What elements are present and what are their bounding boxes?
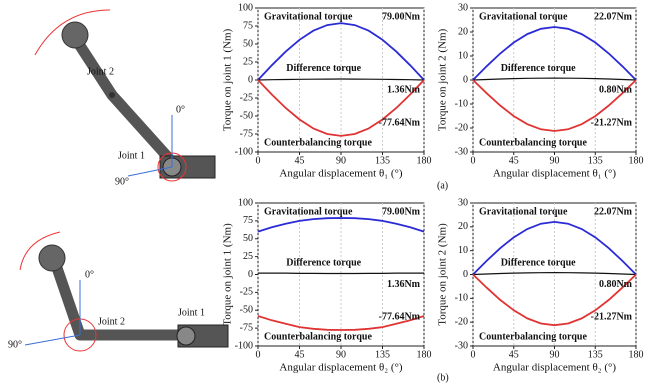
y-tick-label: -20 [455, 122, 468, 133]
y-axis-label: Torque on joint 1 (Nm) [222, 223, 234, 326]
annotation: -77.64Nm [379, 312, 421, 323]
x-tick-label: 45 [509, 349, 519, 360]
y-tick-label: 75 [243, 20, 253, 31]
annotation: 79.00Nm [382, 206, 421, 217]
y-tick-label: -75 [240, 322, 253, 333]
series-label: Difference torque [286, 63, 361, 74]
annotation: 1.36Nm [387, 279, 421, 290]
x-tick-label: 180 [629, 155, 644, 166]
y-tick-label: 0 [248, 74, 253, 85]
annotation: 22.07Nm [594, 11, 633, 22]
y-tick-label: -25 [240, 92, 253, 103]
y-tick-label: 20 [458, 221, 468, 232]
label: 0° [176, 104, 185, 115]
series-label: Gravitational torque [264, 11, 353, 22]
series-label: Difference torque [286, 257, 361, 268]
x-tick-label: 90 [550, 349, 560, 360]
figure: Joint 2 0° Joint 1 90° (a) 0° Joint 2 Jo… [0, 0, 647, 385]
x-axis-label: Angular displacement θ₁ (°) [279, 168, 402, 180]
label: 90° [8, 339, 22, 350]
series-label: Difference torque [501, 63, 576, 74]
y-tick-label: -50 [240, 305, 253, 316]
annotation: 1.36Nm [387, 84, 421, 95]
annotation: 0.80Nm [599, 279, 633, 290]
x-tick-label: 135 [375, 349, 390, 360]
annotation: -21.27Nm [591, 312, 633, 323]
x-tick-label: 90 [336, 349, 346, 360]
x-tick-label: 90 [336, 155, 346, 166]
annotation: 0.80Nm [599, 84, 633, 95]
series-line [473, 78, 636, 80]
series-label: Counterbalancing torque [479, 137, 587, 148]
series-label: Difference torque [501, 257, 576, 268]
y-tick-label: 10 [458, 245, 468, 256]
annotation: 22.07Nm [594, 206, 633, 217]
y-tick-label: 30 [458, 197, 468, 208]
y-tick-label: -75 [240, 128, 253, 139]
y-tick-label: 50 [243, 38, 253, 49]
label: Joint 1 [178, 307, 205, 318]
x-tick-label: 45 [295, 349, 305, 360]
label: Joint 1 [118, 150, 145, 161]
y-axis-label: Torque on joint 1 (Nm) [222, 28, 234, 131]
label: 0° [85, 269, 94, 280]
x-tick-label: 180 [629, 349, 644, 360]
x-tick-label: 45 [295, 155, 305, 166]
series-line [473, 273, 636, 275]
x-tick-label: 135 [588, 155, 603, 166]
x-tick-label: 180 [417, 155, 432, 166]
y-tick-label: 0 [463, 74, 468, 85]
series-label: Counterbalancing torque [264, 137, 372, 148]
y-tick-label: 25 [243, 56, 253, 67]
x-tick-label: 135 [588, 349, 603, 360]
x-tick-label: 0 [471, 349, 476, 360]
x-axis-label: Angular displacement θ₁ (°) [493, 168, 616, 180]
label: Joint 2 [98, 316, 125, 327]
y-tick-label: 100 [238, 197, 253, 208]
series-label: Counterbalancing torque [264, 331, 372, 342]
y-tick-label: -100 [235, 146, 253, 157]
annotation: -77.64Nm [379, 117, 421, 128]
x-axis-label: Angular displacement θ₂ (°) [493, 362, 616, 374]
series-label: Gravitational torque [264, 206, 353, 217]
y-tick-label: 0 [463, 269, 468, 280]
x-tick-label: 90 [550, 155, 560, 166]
y-tick-label: 30 [458, 2, 468, 13]
y-tick-label: 0 [248, 269, 253, 280]
y-axis-label: Torque on joint 2 (Nm) [437, 28, 449, 131]
y-tick-label: 100 [238, 2, 253, 13]
caption: (a) [437, 180, 448, 191]
x-tick-label: 180 [417, 349, 432, 360]
y-tick-label: -30 [455, 146, 468, 157]
y-tick-label: -100 [235, 340, 253, 351]
annotation: 79.00Nm [382, 11, 421, 22]
x-tick-label: 45 [509, 155, 519, 166]
x-tick-label: 0 [471, 155, 476, 166]
y-tick-label: -10 [455, 293, 468, 304]
y-tick-label: 50 [243, 233, 253, 244]
y-tick-label: 75 [243, 215, 253, 226]
series-label: Counterbalancing torque [479, 331, 587, 342]
x-axis-label: Angular displacement θ₂ (°) [279, 362, 402, 374]
y-tick-label: 25 [243, 251, 253, 262]
y-tick-label: -50 [240, 110, 253, 121]
y-tick-label: -10 [455, 98, 468, 109]
y-tick-label: 20 [458, 26, 468, 37]
caption: (b) [437, 372, 449, 383]
annotation: -21.27Nm [591, 117, 633, 128]
label: Joint 2 [87, 66, 114, 77]
series-label: Gravitational torque [479, 11, 568, 22]
y-tick-label: -20 [455, 316, 468, 327]
y-tick-label: -30 [455, 340, 468, 351]
y-tick-label: -25 [240, 287, 253, 298]
x-tick-label: 135 [375, 155, 390, 166]
y-axis-label: Torque on joint 2 (Nm) [437, 223, 449, 326]
x-tick-label: 0 [256, 155, 261, 166]
x-tick-label: 0 [256, 349, 261, 360]
y-tick-label: 10 [458, 50, 468, 61]
label: 90° [115, 176, 129, 187]
series-label: Gravitational torque [479, 206, 568, 217]
series-line [258, 79, 424, 80]
